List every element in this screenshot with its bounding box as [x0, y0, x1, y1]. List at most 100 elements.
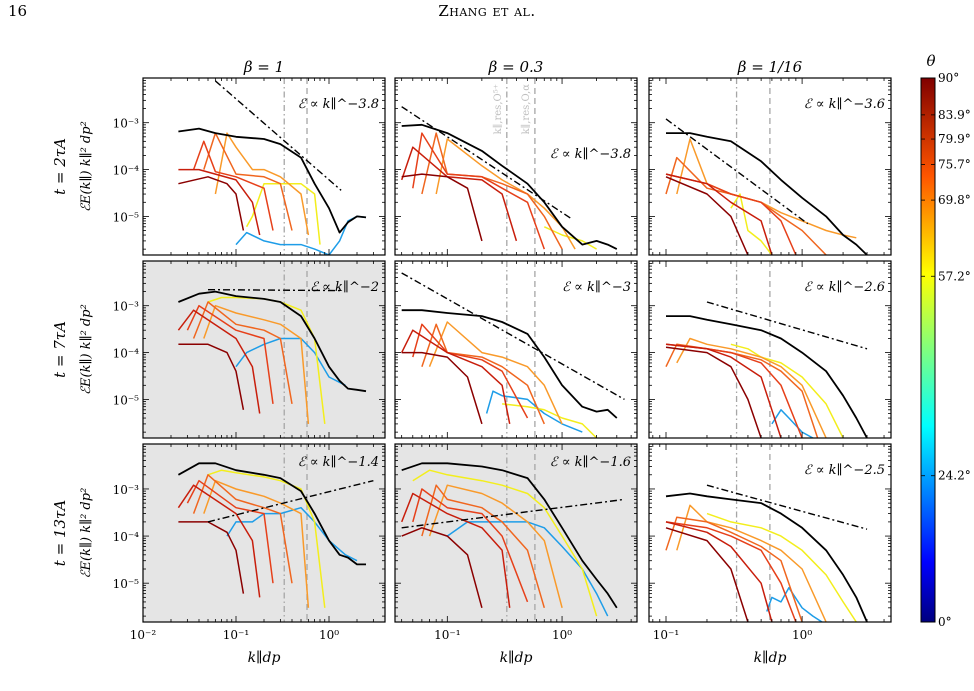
row-title: t = 13τA — [51, 500, 69, 567]
power-law-annotation: ℰ ∝ k∥^−3.8 — [550, 147, 631, 162]
spectrum-line-theta-57-2 — [730, 343, 844, 438]
panel-5: ℰ ∝ k∥^−3 — [394, 260, 638, 439]
panel-frame — [648, 77, 892, 256]
spectrum-line-theta-57-2 — [706, 512, 857, 622]
spectrum-line-theta-90 — [401, 527, 483, 608]
column-title: β = 0.3 — [488, 58, 544, 76]
spectrum-line-total — [666, 315, 868, 438]
y-axis-label: ℰE(k∥) k∥² dp² — [79, 121, 94, 212]
panel-8: 10⁻¹ 10⁰ ℰ ∝ k∥^−1.6 — [394, 443, 638, 642]
power-law-annotation: ℰ ∝ k∥^−2.5 — [804, 463, 885, 478]
spectrum-line-theta-79-9 — [186, 304, 274, 405]
spectrum-line-theta-83-9 — [665, 521, 773, 622]
y-tick-label: 10⁻⁵ — [113, 210, 140, 224]
spectrum-line-theta-83-9 — [665, 173, 773, 255]
spectrum-line-theta-69-8 — [676, 138, 857, 239]
spectrum-line-theta-69-8 — [676, 337, 827, 438]
colorbar-tick-label: 24.2° — [938, 469, 971, 483]
y-tick-label: 10⁻⁴ — [113, 530, 140, 544]
spectrum-line-theta-90 — [178, 176, 245, 231]
colorbar-tick-label: 90° — [938, 71, 959, 85]
power-law-annotation: ℰ ∝ k∥^−1.4 — [298, 455, 379, 470]
page-number: 16 — [8, 2, 28, 20]
spectrum-line-total — [178, 290, 367, 393]
spectrum-line-theta-83-9 — [177, 484, 261, 598]
power-law-annotation: ℰ ∝ k∥^−3.8 — [298, 97, 379, 112]
power-law-annotation: ℰ ∝ k∥^−2.6 — [804, 280, 885, 295]
spectrum-line-theta-79-9 — [412, 488, 529, 603]
x-tick-label: 10⁻¹ — [653, 628, 679, 642]
spectrum-line-theta-75-7 — [192, 301, 293, 405]
spectrum-line-theta-24-2 — [771, 409, 814, 438]
spectrum-line-theta-57-2 — [730, 193, 773, 255]
spectrum-line-theta-90 — [178, 521, 245, 594]
spectrum-line-total — [665, 492, 868, 622]
spectrum-line-total — [401, 462, 618, 609]
spectrum-line-theta-69-8 — [203, 304, 310, 424]
panel-background — [649, 444, 891, 622]
panel-7: 10⁻³ 10⁻⁴ 10⁻⁵ 10⁻² 10⁻¹ 10⁰ ℰ ∝ k∥^−1.4 — [113, 443, 386, 642]
panel-2: ℰ ∝ k∥^−3.8 k∥,res,O⁵⁺ k∥,res,O,α — [394, 77, 638, 256]
running-head: Zhang et al. — [438, 2, 536, 20]
x-tick-label: 10⁰ — [319, 628, 339, 642]
spectrum-line-theta-90 — [665, 346, 762, 438]
spectrum-line-theta-83-9 — [401, 329, 511, 425]
power-law-annotation: ℰ ∝ k∥^−1.6 — [550, 455, 631, 470]
panel-background — [395, 78, 637, 255]
reference-line — [401, 272, 625, 401]
spectrum-line-theta-90 — [401, 351, 483, 425]
spectrum-line-total — [177, 462, 366, 566]
labels: β = 1 β = 0.3 β = 1/16 t = 2τA ℰE(k∥) k∥² dp… — [51, 58, 803, 666]
reference-line — [214, 80, 342, 191]
reference-line — [207, 479, 374, 523]
spectrum-line-theta-75-7 — [421, 132, 563, 250]
spectrum-line-theta-24-2 — [446, 521, 609, 617]
spectrum-line-total — [401, 123, 618, 250]
panel-3: ℰ ∝ k∥^−3.6 — [648, 77, 892, 256]
spectrum-line-theta-79-9 — [412, 323, 529, 419]
spectrum-line-total — [401, 309, 618, 419]
panel-9: 10⁻¹ 10⁰ ℰ ∝ k∥^−2.5 — [648, 443, 892, 642]
panel-background — [649, 78, 891, 255]
colorbar-tick-label: 75.7° — [938, 157, 971, 171]
y-tick-label: 10⁻⁵ — [113, 393, 140, 407]
reference-line — [401, 106, 572, 220]
spectrum-line-theta-75-7 — [203, 132, 293, 231]
panel-background — [143, 444, 385, 622]
resonance-label: k∥,res,O,α — [520, 84, 532, 135]
x-tick-label: 10⁻¹ — [434, 628, 460, 642]
x-tick-label: 10⁻² — [130, 628, 157, 642]
y-axis-label: ℰE(k∥) k∥² dp² — [79, 488, 94, 579]
spectrum-line-theta-90 — [665, 176, 749, 255]
spectrum-line-theta-69-8 — [428, 321, 563, 425]
x-axis-label: k∥dp — [754, 650, 787, 666]
y-axis-label: ℰE(k∥) k∥² dp² — [79, 304, 94, 395]
spectrum-line-theta-24-2 — [235, 337, 346, 386]
reference-line — [706, 301, 868, 350]
y-tick-label: 10⁻⁴ — [113, 347, 140, 361]
y-tick-label: 10⁻⁴ — [113, 164, 140, 178]
y-tick-label: 10⁻³ — [113, 483, 140, 497]
y-tick-label: 10⁻³ — [113, 117, 140, 131]
spectrum-line-theta-57-2 — [502, 403, 598, 438]
reference-line — [706, 484, 868, 530]
x-tick-label: 10⁰ — [552, 628, 572, 642]
row-title: t = 2τA — [51, 138, 69, 195]
x-tick-label: 10⁰ — [792, 628, 812, 642]
spectrum-line-theta-83-9 — [665, 343, 782, 438]
spectrum-line-theta-79-9 — [412, 132, 546, 250]
spectrum-line-theta-83-9 — [178, 168, 261, 236]
colorbar: θ90° 83.9° 79.9° 75.7° 69.8° 57.2° 24.2° 0° — [920, 52, 971, 629]
spectrum-line-theta-24-2 — [766, 586, 823, 622]
x-axis-label: k∥dp — [500, 650, 533, 666]
resonance-label: k∥,res,O⁵⁺ — [492, 84, 504, 134]
panel-frame — [648, 260, 892, 439]
spectrum-line-theta-75-7 — [665, 516, 803, 622]
panels: 10⁻³ 10⁻⁴ 10⁻⁵ ℰ ∝ k∥^−3.8 ℰ ∝ k∥^−3.8 k∥,res… — [113, 77, 892, 642]
spectrum-line-theta-79-9 — [192, 140, 274, 231]
colorbar-tick-label: 69.8° — [938, 193, 971, 207]
column-title: β = 1/16 — [737, 58, 803, 76]
spectrum-line-theta-90 — [178, 343, 245, 410]
spectrum-line-total — [178, 127, 367, 234]
